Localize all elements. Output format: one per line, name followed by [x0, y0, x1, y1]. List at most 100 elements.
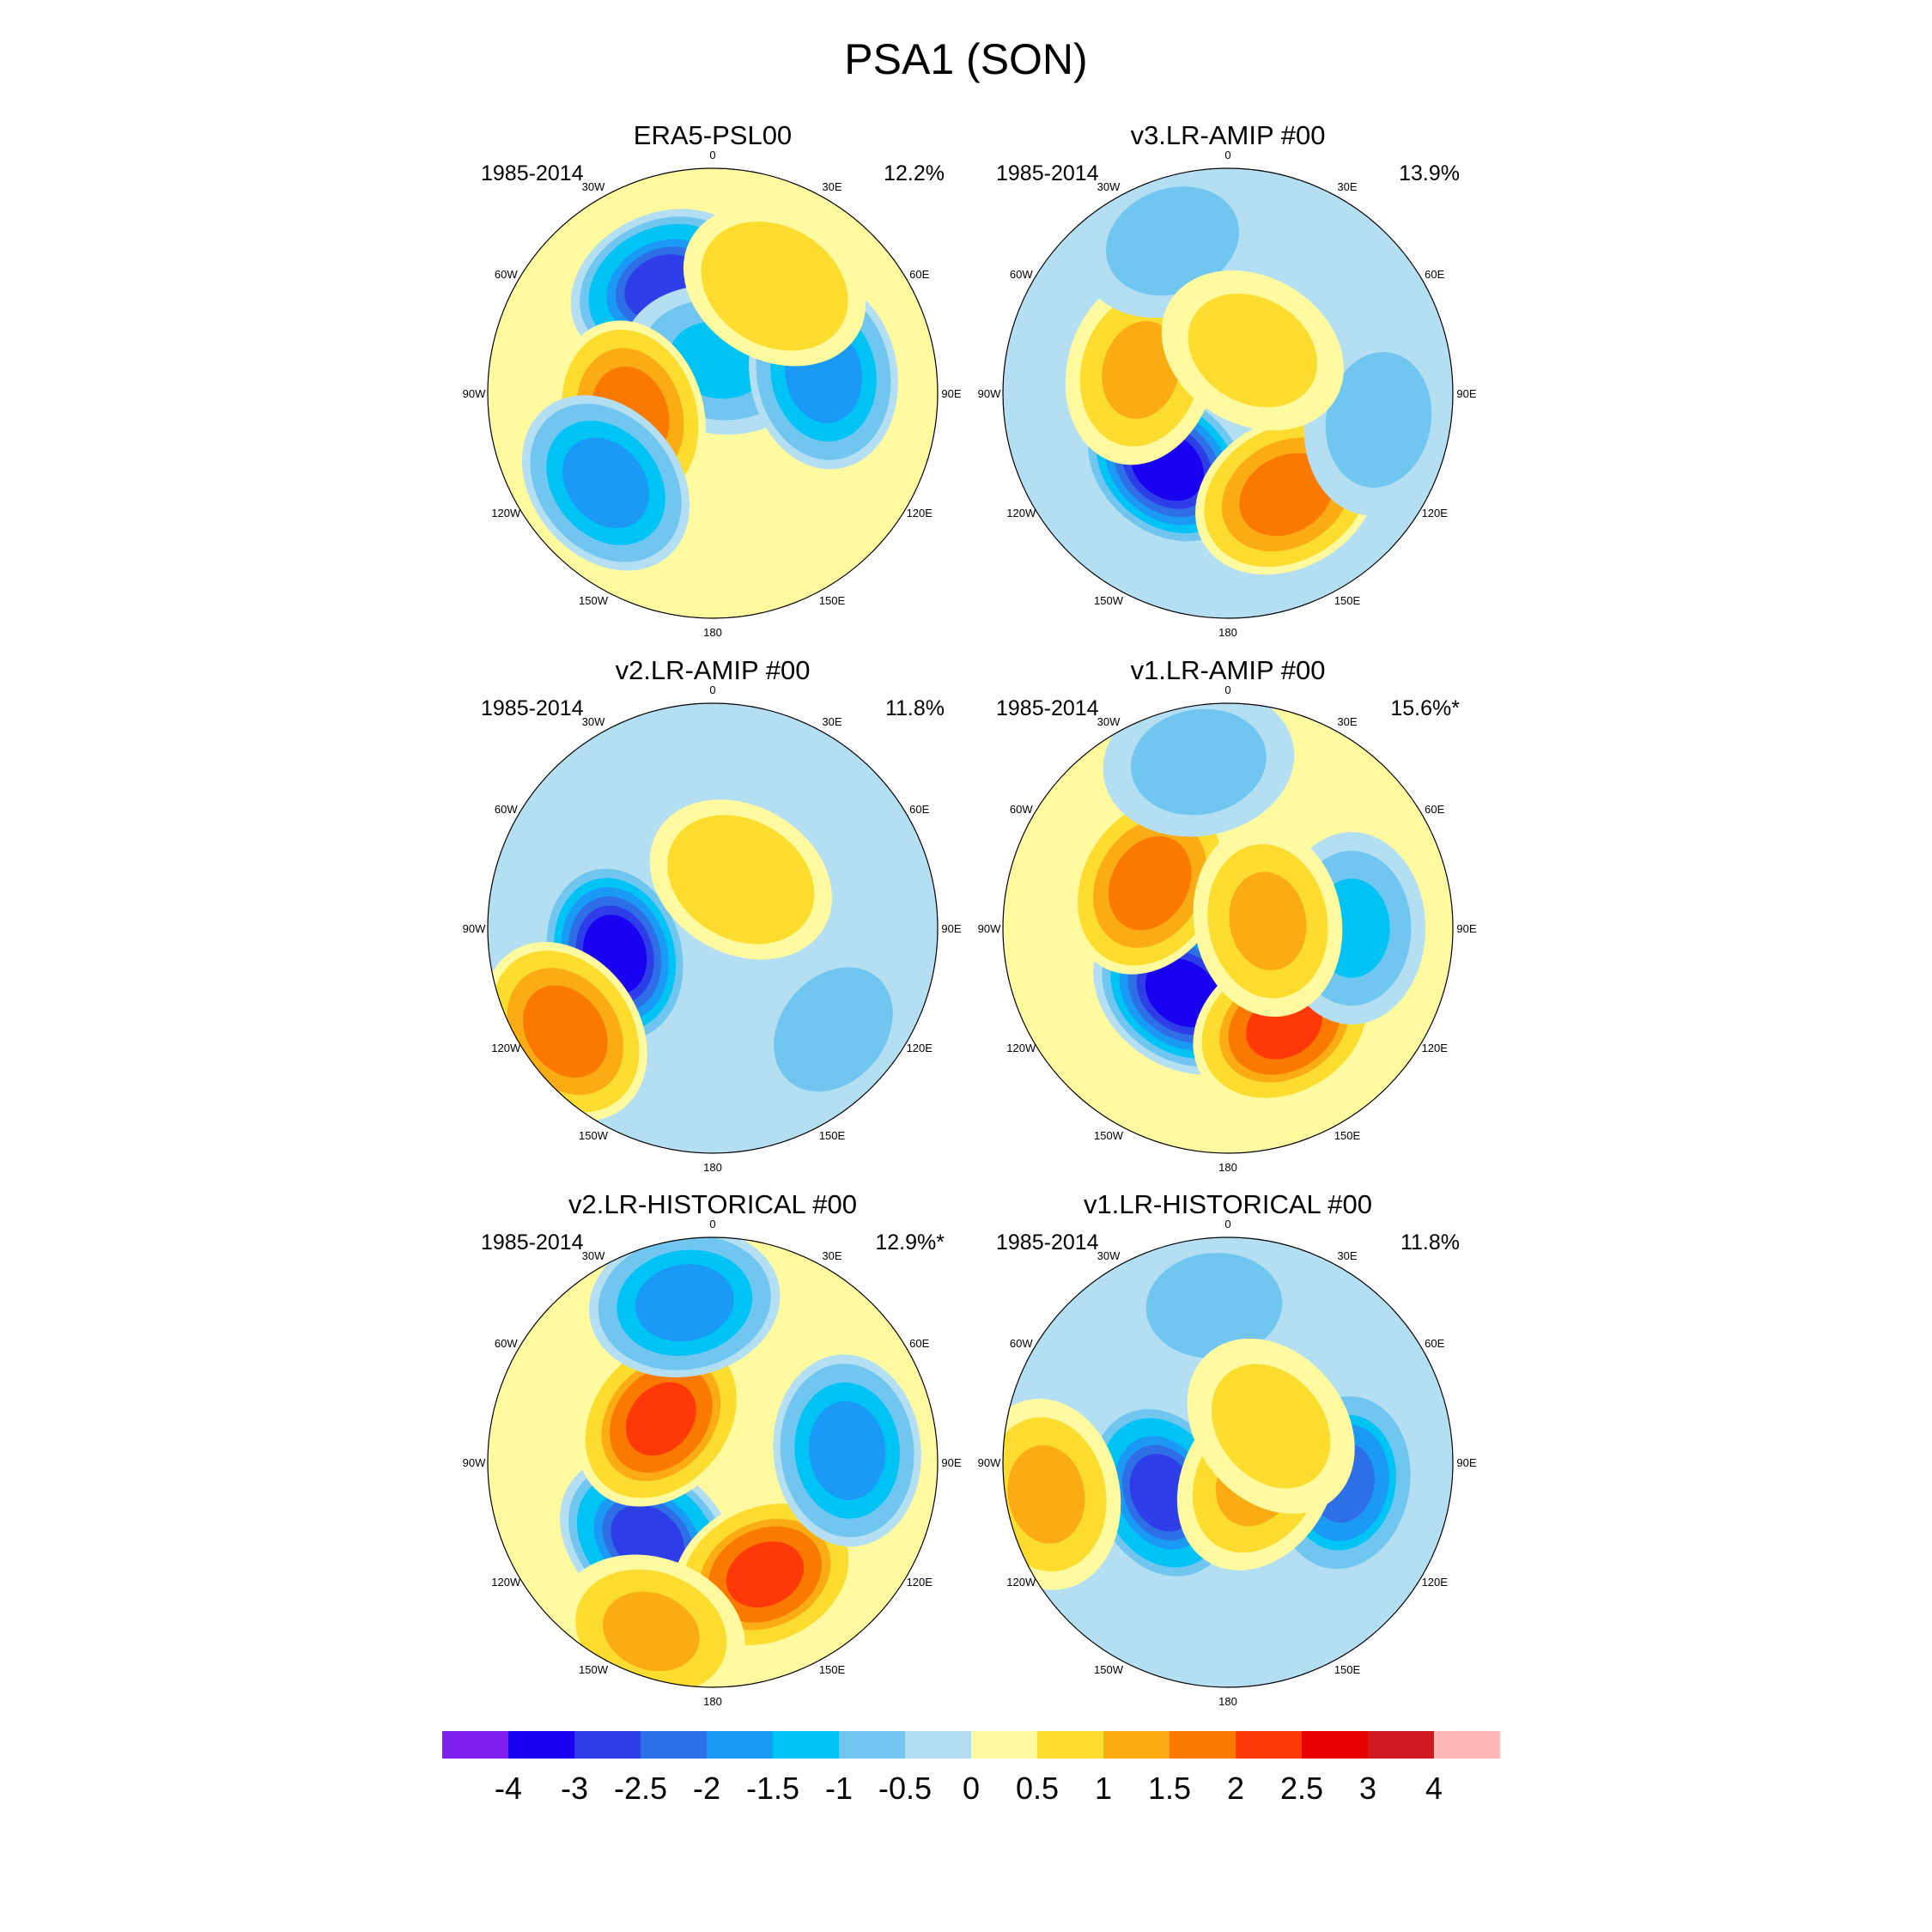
map-border [487, 167, 939, 619]
longitude-label: 90W [978, 387, 1001, 400]
longitude-label: 90E [941, 387, 961, 400]
longitude-label: 90W [463, 387, 486, 400]
contour-fill [1158, 730, 1239, 794]
longitude-label: 60E [909, 1337, 929, 1350]
longitude-label: 90W [463, 922, 486, 935]
polar-map: 0 30E 60E 90E 120E 150E 180 150W 120W 90W 60W 30W [978, 149, 1477, 639]
longitude-label: 60E [1425, 268, 1444, 281]
colorbar-swatch [1302, 1731, 1368, 1759]
longitude-label: 30E [822, 715, 841, 728]
polar-map: 0 30E 60E 90E 120E 150E 180 150W 120W 90W 60W 30W [463, 1218, 962, 1708]
map-border [487, 1236, 939, 1688]
longitude-label: 150W [1094, 1129, 1124, 1142]
contour-fill [1014, 1454, 1078, 1534]
colorbar-tick-label: 4 [1425, 1771, 1443, 1806]
map-border [1002, 702, 1454, 1154]
colorbar-swatch [1170, 1731, 1236, 1759]
colorbar-tick-label: 2 [1226, 1771, 1245, 1806]
period-label: 1985-2014 [996, 696, 1099, 720]
contour-fill [611, 1599, 691, 1664]
longitude-label: 30W [1097, 715, 1121, 728]
longitude-label: 150E [819, 1129, 846, 1142]
longitude-label: 90W [978, 922, 1001, 935]
longitude-label: 120W [1006, 1576, 1036, 1589]
polar-map: 0 30E 60E 90E 120E 150E 180 150W 120W 90W 60W 30W [978, 683, 1477, 1174]
explained-variance: 12.9%* [875, 1230, 945, 1255]
panel-v2-lr-amip: v2.LR-AMIP #00 1985-2014 11.8% 0 30E 60E 90… [455, 655, 970, 1174]
longitude-label: 120W [491, 1042, 521, 1054]
longitude-label: 60E [1425, 803, 1444, 816]
longitude-label: 30W [1097, 1249, 1121, 1262]
colorbar-tick-label: -1.5 [745, 1771, 800, 1806]
explained-variance: 12.2% [884, 161, 945, 185]
longitude-label: 60E [909, 803, 929, 816]
longitude-label: 150W [579, 594, 609, 607]
contour-fill [1174, 1273, 1255, 1337]
longitude-label: 90E [1456, 387, 1476, 400]
colorbar-swatch [1236, 1731, 1302, 1759]
high-anomaly-center [1070, 792, 1230, 975]
period-label: 1985-2014 [996, 161, 1099, 185]
longitude-label: 120W [1006, 507, 1036, 519]
panel-title: v2.LR-HISTORICAL #00 [568, 1189, 857, 1219]
longitude-label: 90E [941, 1456, 961, 1469]
colorbar-swatch [1434, 1731, 1500, 1759]
colorbar-tick-label: 0 [962, 1771, 981, 1806]
longitude-label: 180 [1218, 626, 1237, 639]
longitude-label: 30E [822, 180, 841, 193]
longitude-label: 150W [1094, 594, 1124, 607]
map-border [487, 702, 939, 1154]
panel-v1-lr-amip: v1.LR-AMIP #00 1985-2014 15.6%* 0 30E 60E 9… [970, 655, 1485, 1174]
longitude-label: 120E [907, 1576, 933, 1589]
colorbar-swatch [905, 1731, 971, 1759]
contour-fill [1133, 209, 1212, 274]
longitude-label: 60W [1010, 268, 1033, 281]
colorbar-swatch [707, 1731, 773, 1759]
colorbar-swatch [1368, 1731, 1434, 1759]
high-anomaly-center [577, 1331, 745, 1507]
longitude-label: 90E [1456, 1456, 1476, 1469]
contour-fill [625, 1382, 696, 1456]
longitude-label: 150W [1094, 1663, 1124, 1676]
longitude-label: 30W [582, 715, 605, 728]
polar-map: 0 30E 60E 90E 120E 150E 180 150W 120W 90W 60W 30W [463, 683, 962, 1174]
longitude-label: 0 [709, 1218, 715, 1230]
colorbar-swatch [508, 1731, 574, 1759]
contour-fill [736, 252, 813, 320]
high-anomaly-center [649, 799, 832, 960]
colorbar-tick-label: -1 [824, 1771, 854, 1806]
low-anomaly-center [521, 395, 690, 571]
colorbar-swatch [1103, 1731, 1170, 1759]
longitude-label: 90W [978, 1456, 1001, 1469]
colorbar-tick-label: 1 [1094, 1771, 1113, 1806]
contour-fill [816, 1410, 878, 1492]
colorbar-tick-label: -3 [560, 1771, 589, 1806]
longitude-label: 0 [1224, 683, 1230, 696]
colorbar-tick-label: -2 [692, 1771, 721, 1806]
panel-title: v3.LR-AMIP #00 [1130, 120, 1326, 150]
longitude-label: 0 [709, 149, 715, 161]
longitude-label: 120W [491, 1576, 521, 1589]
period-label: 1985-2014 [481, 696, 584, 720]
contour-fill [1109, 330, 1173, 410]
longitude-label: 0 [709, 683, 715, 696]
longitude-label: 120E [907, 1042, 933, 1054]
longitude-label: 120E [1422, 1576, 1449, 1589]
colorbar-swatch [839, 1731, 905, 1759]
high-anomaly-center [1193, 825, 1343, 1018]
polar-map: 0 30E 60E 90E 120E 150E 180 150W 120W 90W 60W 30W [978, 1218, 1477, 1708]
colorbar-tick-label: 0.5 [1015, 1771, 1060, 1806]
contour-fill [1214, 316, 1291, 385]
contour-fill [702, 846, 780, 914]
longitude-label: 150E [819, 1663, 846, 1676]
longitude-label: 60W [1010, 803, 1033, 816]
low-anomaly-center [773, 1354, 921, 1547]
high-anomaly-center [1187, 1338, 1355, 1514]
longitude-label: 90E [941, 922, 961, 935]
longitude-label: 30E [822, 1249, 841, 1262]
longitude-label: 120W [1006, 1042, 1036, 1054]
contour-fill [644, 1271, 725, 1334]
contour-fill [531, 993, 600, 1069]
low-anomaly-center [588, 1237, 781, 1378]
explained-variance: 15.6%* [1390, 696, 1460, 720]
